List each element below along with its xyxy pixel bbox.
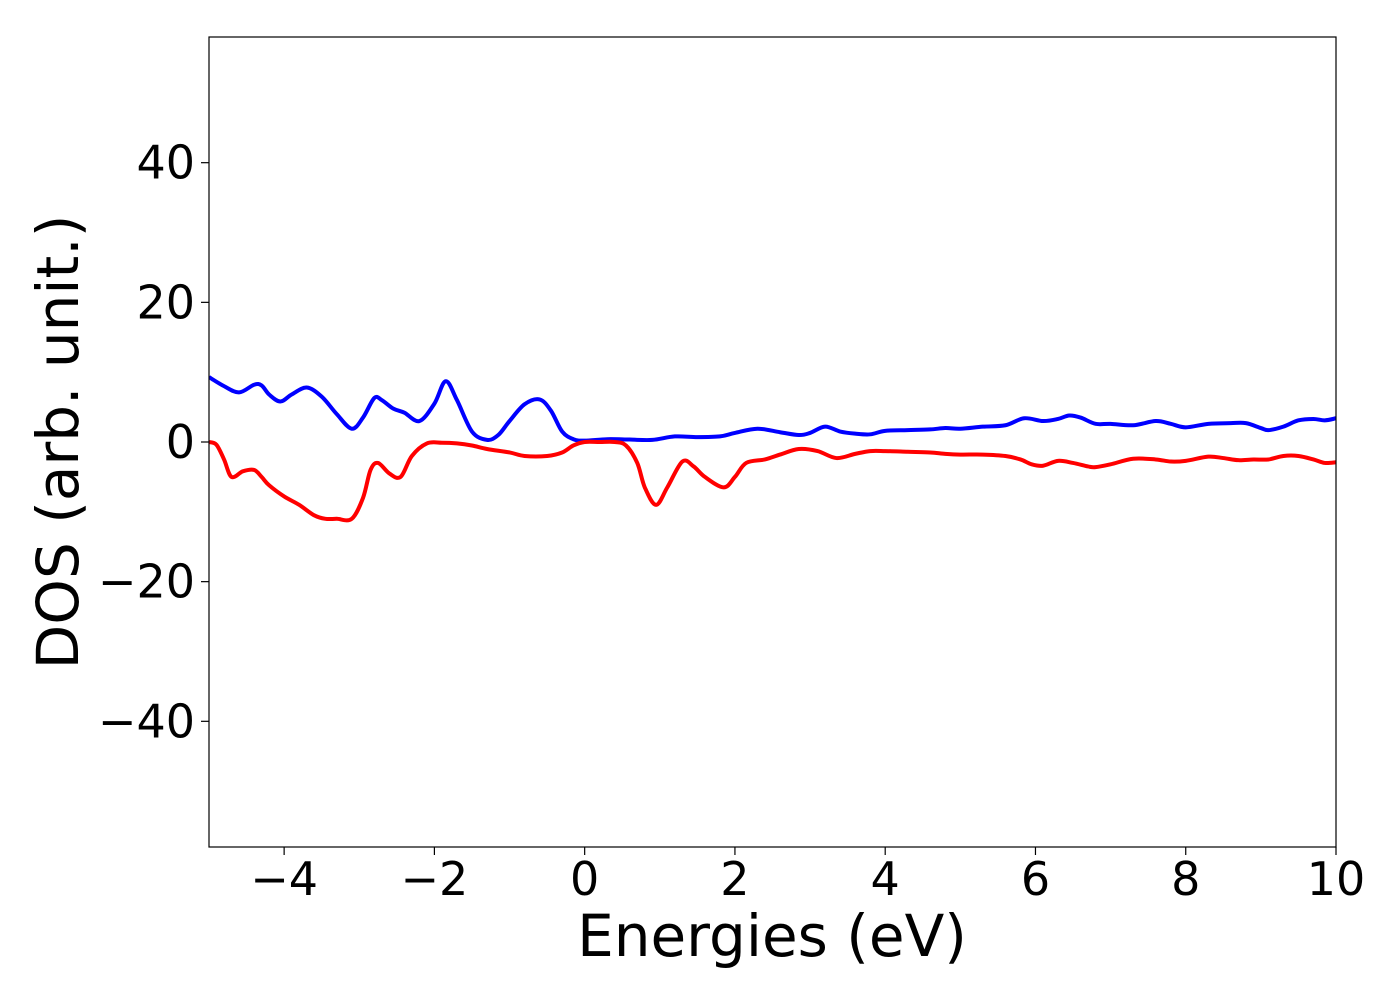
x-tick-label: 6	[1021, 852, 1050, 906]
x-tick-label: 10	[1307, 852, 1366, 906]
y-tick-label: 20	[136, 275, 195, 329]
series-line-1	[209, 375, 1336, 443]
y-axis-label: DOS (arb. unit.)	[24, 215, 92, 670]
x-tick-label: 2	[720, 852, 749, 906]
plot-frame	[208, 36, 1337, 848]
x-tick-label: −4	[250, 852, 318, 906]
y-tick-label: 0	[166, 415, 195, 469]
x-tick-label: 4	[871, 852, 900, 906]
y-tick-label: −20	[98, 555, 195, 609]
series-line-2	[209, 439, 1336, 523]
y-tick-label: −40	[98, 694, 195, 748]
x-axis: −4 −2 0 2 4 6 8 10	[250, 847, 1365, 906]
x-tick-label: 0	[570, 852, 599, 906]
series-layer	[209, 375, 1336, 523]
x-tick-label: −2	[400, 852, 468, 906]
x-axis-label: Energies (eV)	[577, 902, 967, 970]
x-tick-label: 8	[1171, 852, 1200, 906]
y-axis: −40 −20 0 20 40	[98, 136, 209, 748]
y-tick-label: 40	[136, 136, 195, 190]
